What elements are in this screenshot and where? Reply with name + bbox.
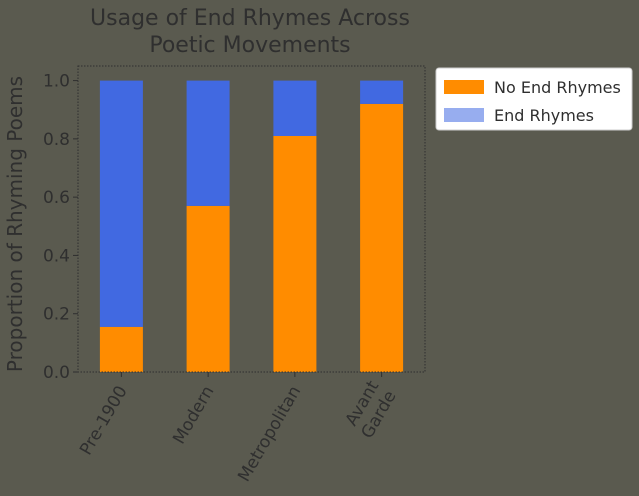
y-tick-label-1: 0.2 bbox=[43, 305, 70, 325]
x-tick-label-2: Metropolitan bbox=[234, 383, 305, 486]
y-tick-label-4: 0.8 bbox=[43, 130, 70, 150]
chart-title: Usage of End Rhymes Across Poetic Moveme… bbox=[90, 6, 410, 58]
plot-frame bbox=[77, 65, 426, 373]
legend-swatch-0 bbox=[444, 80, 484, 94]
y-axis-label: Proportion of Rhyming Poems bbox=[3, 76, 27, 372]
x-tick-label-1: Modern bbox=[169, 383, 218, 448]
x-tick-label-3: AvantGarde bbox=[340, 377, 401, 442]
bar-end-rhymes-2 bbox=[273, 80, 317, 136]
y-tick-label-5: 1.0 bbox=[43, 72, 70, 92]
legend-box bbox=[435, 67, 633, 131]
bar-end-rhymes-0 bbox=[99, 80, 143, 327]
y-tick-label-0: 0.0 bbox=[43, 363, 70, 383]
y-tick-label-2: 0.4 bbox=[43, 246, 70, 266]
x-tick-label-1-line-0: Modern bbox=[169, 383, 218, 448]
bar-no-end-rhymes-2 bbox=[273, 135, 317, 372]
plot-area: 0.0 0.2 0.4 0.6 0.8 1.0 Pre-1900 Modern Metropol… bbox=[43, 65, 426, 486]
legend-label-1: End Rhymes bbox=[494, 106, 594, 125]
chart-title-line-1: Usage of End Rhymes Across bbox=[90, 6, 410, 31]
x-tick-label-2-line-0: Metropolitan bbox=[234, 383, 305, 486]
bar-no-end-rhymes-1 bbox=[186, 205, 230, 372]
legend-label-0: No End Rhymes bbox=[494, 78, 621, 97]
x-tick-label-0-line-0: Pre-1900 bbox=[76, 383, 132, 459]
y-tick-label-3: 0.6 bbox=[43, 188, 70, 208]
legend-swatch-1 bbox=[444, 108, 484, 122]
x-tick-label-0: Pre-1900 bbox=[76, 383, 132, 459]
bar-no-end-rhymes-3 bbox=[360, 103, 404, 373]
chart-title-line-2: Poetic Movements bbox=[149, 33, 350, 58]
bar-end-rhymes-3 bbox=[360, 80, 404, 104]
bar-end-rhymes-1 bbox=[186, 80, 230, 206]
legend: No End Rhymes End Rhymes bbox=[435, 67, 633, 131]
bar-no-end-rhymes-0 bbox=[99, 326, 143, 372]
